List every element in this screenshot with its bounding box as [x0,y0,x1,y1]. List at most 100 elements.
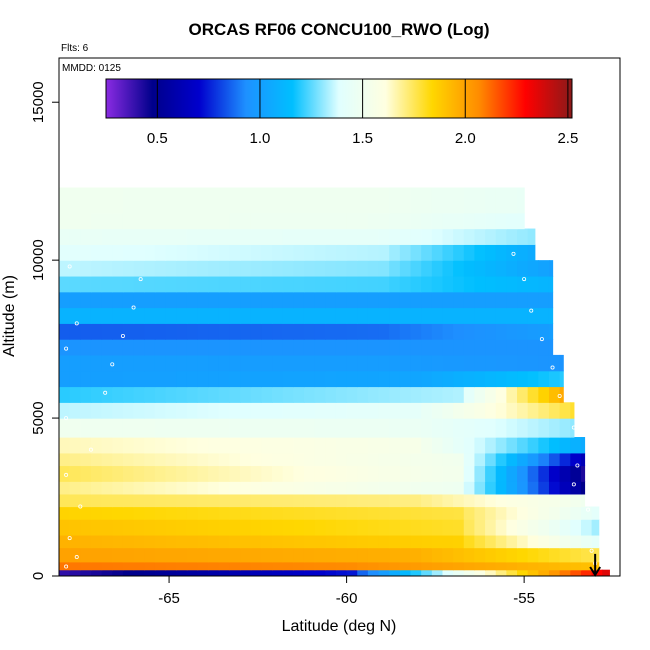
heatmap-cell [165,370,177,388]
heatmap-cell [495,275,507,293]
heatmap-cell [282,212,294,230]
heatmap-cell [261,354,273,372]
heatmap-cell [367,506,380,520]
heatmap-cell [144,569,156,576]
heatmap-cell [506,307,518,324]
heatmap-cell [463,561,476,571]
heatmap-cell [240,452,252,467]
heatmap-cell [144,275,156,293]
heatmap-cell [378,547,390,563]
heatmap-cell [431,437,444,454]
heatmap-cell [154,187,167,214]
heatmap-cell [463,547,476,563]
heatmap-cell [399,244,412,261]
heatmap-cell [133,465,145,482]
heatmap-cell [559,465,571,482]
heatmap-cell [570,569,582,576]
heatmap-cell [90,386,103,403]
heatmap-cell [325,547,337,563]
heatmap-cell [506,323,518,340]
heatmap-cell [548,323,554,340]
heatmap-cell [101,291,113,309]
heatmap-cell [463,402,476,419]
heatmap-cell [101,561,113,571]
heatmap-cell [378,437,390,454]
heatmap-cell [367,370,380,388]
heatmap-cell [378,244,390,261]
heatmap-cell [59,402,71,419]
heatmap-cell [527,339,539,356]
heatmap-cell [218,534,231,549]
heatmap-cell [538,547,550,563]
heatmap-cell [378,569,390,576]
heatmap-cell [250,569,262,576]
heatmap-cell [399,260,412,277]
heatmap-cell [303,418,316,438]
heatmap-cell [186,291,199,309]
heatmap-cell [261,244,273,261]
heatmap-cell [197,437,209,454]
heatmap-cell [378,339,390,356]
heatmap-cell [272,452,284,467]
heatmap-cell [389,323,401,340]
heatmap-cell [197,418,209,438]
heatmap-cell [335,339,348,356]
heatmap-cell [559,370,564,388]
heatmap-cell [101,534,113,549]
heatmap-cell [517,260,529,277]
heatmap-cell [474,493,486,508]
heatmap-cell [112,291,124,309]
heatmap-cell [133,437,145,454]
heatmap-cell [559,493,571,508]
heatmap-cell [240,354,252,372]
heatmap-cell [410,569,422,576]
heatmap-cell [112,187,124,214]
flight-point [550,365,555,370]
heatmap-cell [495,452,507,467]
heatmap-cell [90,418,103,438]
heatmap-cell [144,260,156,277]
heatmap-cell [335,493,348,508]
flight-point [522,277,527,282]
heatmap-cell [90,354,103,372]
heatmap-cell [197,291,209,309]
heatmap-cell [122,260,135,277]
heatmap-cell [570,493,582,508]
heatmap-cell [69,323,81,340]
heatmap-cell [325,569,337,576]
heatmap-cell [293,418,305,438]
heatmap-cell [229,307,241,324]
heatmap-cell [154,339,167,356]
heatmap-cell [378,323,390,340]
heatmap-cell [410,291,422,309]
heatmap-cell [346,465,358,482]
heatmap-cell [389,519,401,536]
heatmap-cell [357,354,369,372]
heatmap-cell [80,244,92,261]
heatmap-cell [431,481,444,495]
heatmap-cell [272,506,284,520]
heatmap-cell [442,307,454,324]
heatmap-cell [303,506,316,520]
heatmap-cell [133,260,145,277]
heatmap-cell [378,260,390,277]
heatmap-cell [474,187,486,214]
heatmap-cell [90,561,103,571]
heatmap-cell [133,291,145,309]
heatmap-cell [325,354,337,372]
heatmap-cell [112,481,124,495]
heatmap-cell [59,452,71,467]
heatmap-cell [261,506,273,520]
heatmap-cell [240,339,252,356]
heatmap-cell [580,506,593,520]
heatmap-cell [378,418,390,438]
flights-label: Flts: 6 [61,43,89,54]
heatmap-cell [250,437,262,454]
heatmap-cell [69,561,81,571]
heatmap-cell [495,418,507,438]
heatmap-cell [101,339,113,356]
heatmap-cell [272,519,284,536]
heatmap-cell [548,402,561,419]
heatmap-cell [517,569,529,576]
heatmap-cell [80,534,92,549]
